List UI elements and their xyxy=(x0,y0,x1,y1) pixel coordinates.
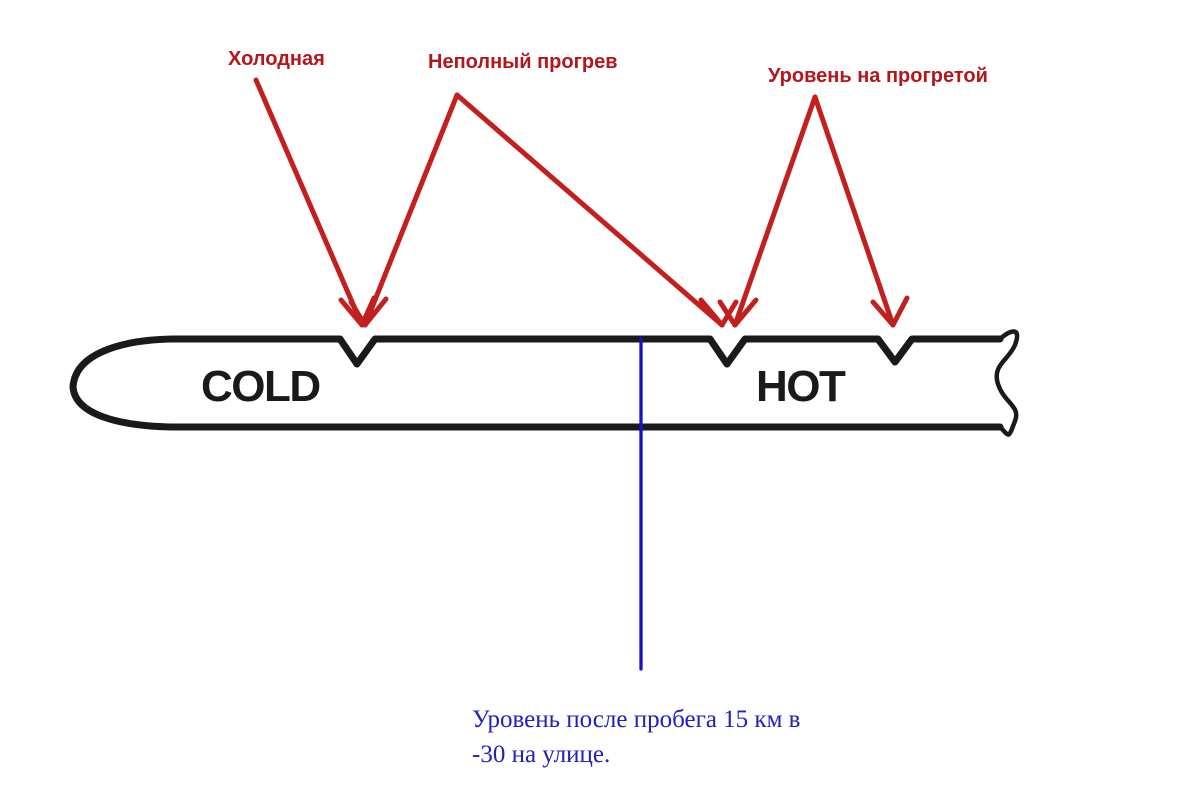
svg-text:Неполный прогрев: Неполный прогрев xyxy=(428,51,618,73)
svg-text:COLD: COLD xyxy=(201,362,320,411)
svg-text:-30 на улице.: -30 на улице. xyxy=(472,741,610,768)
svg-text:Уровень после пробега 15 км в: Уровень после пробега 15 км в xyxy=(472,706,800,733)
svg-text:Холодная: Холодная xyxy=(228,48,325,70)
svg-text:Уровень на прогретой: Уровень на прогретой xyxy=(768,65,988,87)
svg-text:HOT: HOT xyxy=(756,362,846,411)
